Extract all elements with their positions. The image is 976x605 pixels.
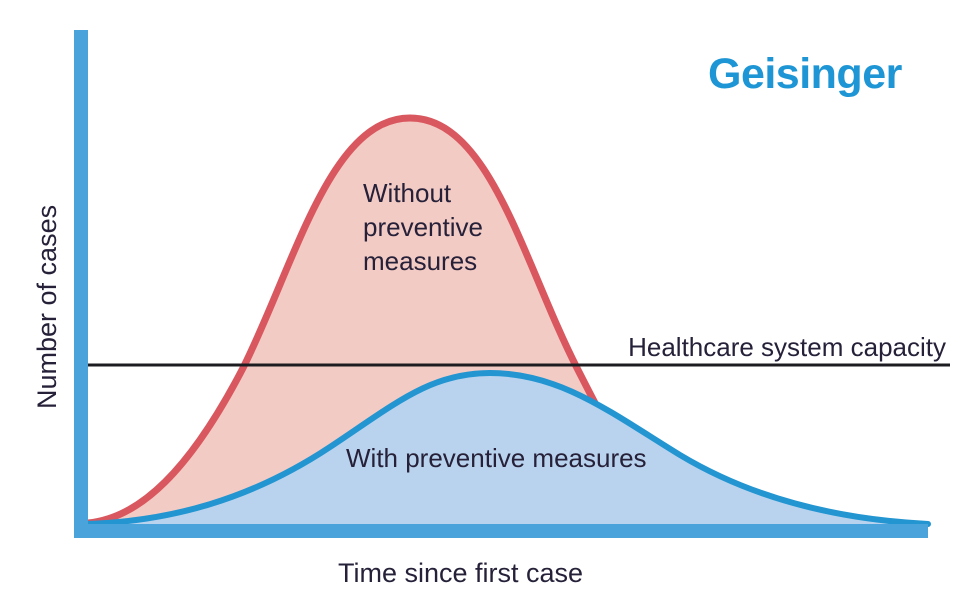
with-measures-label: With preventive measures — [346, 443, 647, 473]
with-measures-curve — [85, 369, 931, 527]
with-measures-area — [88, 373, 928, 524]
y-axis — [74, 30, 88, 538]
without-measures-label: Without preventive measures — [363, 178, 483, 276]
y-axis-label: Number of cases — [32, 204, 62, 409]
capacity-label: Healthcare system capacity — [628, 332, 946, 362]
geisinger-logo: Geisinger — [708, 50, 902, 98]
x-axis-label: Time since first case — [338, 558, 584, 588]
x-axis — [74, 524, 928, 538]
